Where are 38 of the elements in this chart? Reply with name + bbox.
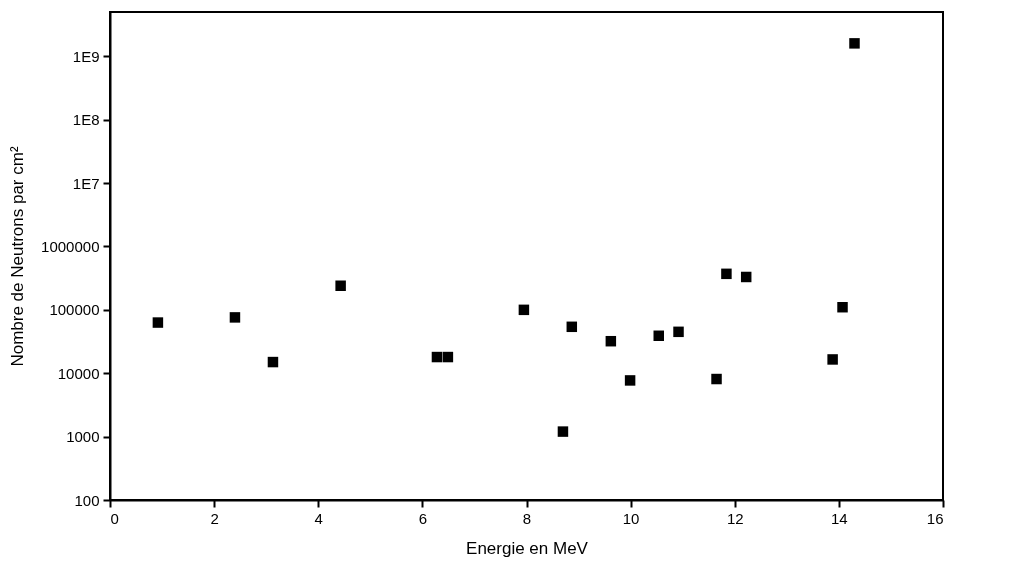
point xyxy=(566,321,578,333)
x-tick-label: 14 xyxy=(831,509,848,527)
y-tick-label: 1000 xyxy=(66,428,100,446)
x-tick-label: 10 xyxy=(622,509,640,527)
point xyxy=(624,375,636,386)
y-axis-title: Nombre de Neutrons par cm² xyxy=(8,146,28,367)
x-axis-title: Energie en MeV xyxy=(466,538,589,558)
x-tick-label: 0 xyxy=(110,509,119,527)
x-tick-label: 2 xyxy=(210,509,219,527)
point xyxy=(653,330,664,342)
point xyxy=(267,356,279,368)
y-tick-label: 10000 xyxy=(57,364,100,382)
y-tick-label: 1000000 xyxy=(41,237,100,255)
point xyxy=(335,280,346,291)
y-tick-label: 1E7 xyxy=(72,174,100,192)
point xyxy=(229,312,241,323)
x-tick-label: 8 xyxy=(522,509,532,527)
point xyxy=(431,351,443,363)
point xyxy=(721,268,732,280)
y-tick-label: 100 xyxy=(74,491,100,509)
point xyxy=(837,301,848,313)
x-tick-label: 16 xyxy=(926,509,944,527)
y-tick-label: 1E8 xyxy=(72,111,100,129)
point xyxy=(849,38,860,49)
point xyxy=(152,317,164,328)
y-tick-label: 100000 xyxy=(49,301,100,319)
point xyxy=(711,373,722,385)
y-tick-label: 1E9 xyxy=(72,47,100,65)
point xyxy=(557,426,569,437)
point xyxy=(827,354,838,365)
x-tick-label: 12 xyxy=(726,509,744,527)
point xyxy=(740,271,752,283)
point xyxy=(442,351,454,363)
x-tick-label: 4 xyxy=(314,509,323,527)
x-tick-label: 6 xyxy=(418,509,428,527)
point xyxy=(605,335,617,347)
point xyxy=(518,304,530,316)
point xyxy=(673,326,684,338)
